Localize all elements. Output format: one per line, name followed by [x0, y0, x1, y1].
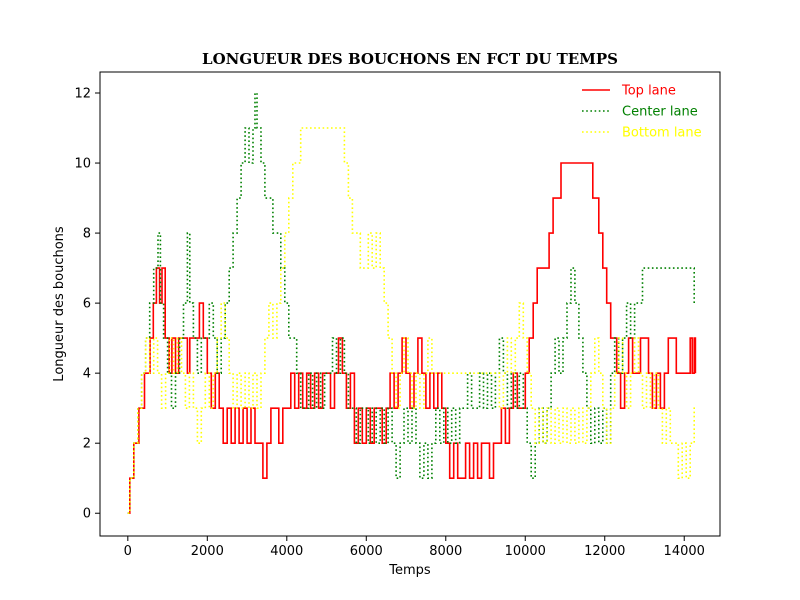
x-tick-label: 12000 — [584, 544, 625, 559]
y-tick-label: 4 — [83, 367, 91, 382]
y-tick-label: 8 — [83, 227, 91, 242]
y-tick-label: 0 — [83, 507, 91, 522]
series-line-bottom-lane — [127, 127, 696, 514]
series-line-center-lane — [127, 92, 696, 514]
legend: Top lane Center lane Bottom lane — [582, 84, 702, 141]
x-tick-label: 8000 — [429, 544, 462, 559]
y-axis-label: Longueur des bouchons — [52, 226, 67, 382]
chart-title: LONGUEUR DES BOUCHONS EN FCT DU TEMPS — [202, 50, 618, 68]
series-layer — [127, 92, 697, 514]
x-tick-label: 0 — [124, 544, 132, 559]
y-tick-label: 10 — [74, 157, 91, 172]
x-tick-label: 10000 — [505, 544, 546, 559]
x-tick-label: 14000 — [664, 544, 705, 559]
x-axis: 0 2000 4000 6000 8000 10000 12000 14000 — [124, 536, 705, 559]
legend-label: Top lane — [621, 84, 676, 99]
x-tick-label: 2000 — [191, 544, 224, 559]
series-line-top-lane — [127, 162, 697, 514]
y-tick-label: 12 — [74, 87, 91, 102]
legend-label: Center lane — [622, 105, 698, 120]
y-axis: 0 2 4 6 8 10 12 — [74, 87, 100, 522]
plot-frame — [99, 71, 721, 537]
x-tick-label: 6000 — [350, 544, 383, 559]
x-axis-label: Temps — [388, 563, 431, 578]
y-tick-label: 2 — [83, 437, 91, 452]
x-tick-label: 4000 — [270, 544, 303, 559]
y-tick-label: 6 — [83, 297, 91, 312]
legend-label: Bottom lane — [622, 126, 702, 141]
